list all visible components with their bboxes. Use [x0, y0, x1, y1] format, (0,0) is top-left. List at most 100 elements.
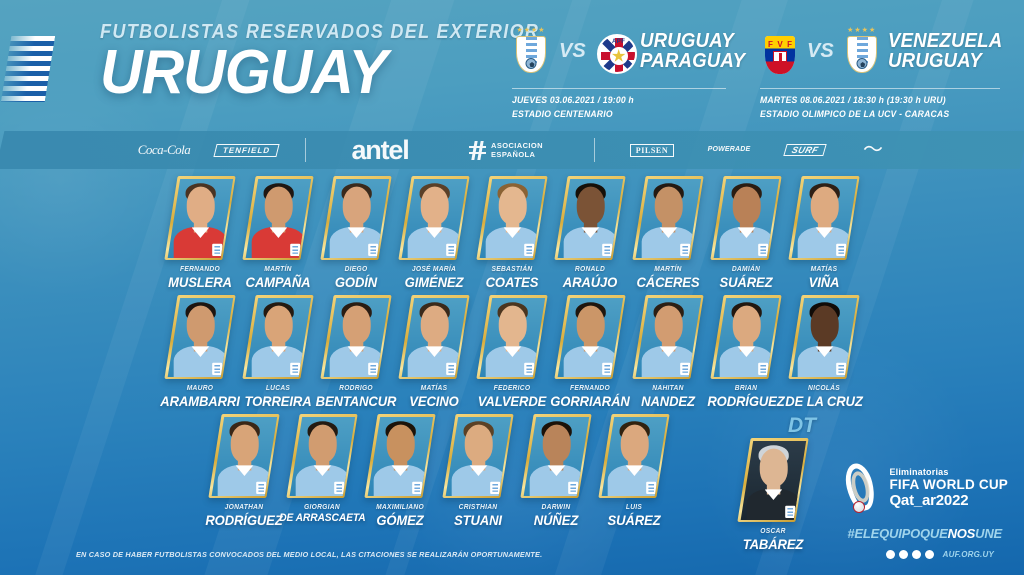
player-first-name: LUIS: [625, 504, 643, 511]
player-portrait-card: [788, 295, 860, 379]
player-card: MAXIMILIANO GÓMEZ: [361, 414, 439, 527]
player-row-2: MAURO ARAMBARRI LUCAS TORREIRA RODRIGO BENTAN…: [0, 295, 1024, 408]
campaign-hashtag: #ELEQUIPOQUENOSUNE: [847, 526, 1002, 541]
player-first-name: DAMIÁN: [731, 266, 761, 273]
player-portrait-card: [208, 414, 280, 498]
player-name: RONALD ARAÚJO: [544, 266, 636, 289]
player-name: MATÍAS VECINO: [388, 385, 480, 408]
player-row-3: JONATHAN RODRÍGUEZ GIORGIAN DE ARRASCAETA MA…: [0, 414, 1024, 551]
powerade-logo-icon: POWER ADE: [691, 146, 767, 154]
player-card: LUIS SUÁREZ: [595, 414, 673, 527]
social-links[interactable]: AUF.ORG.UY: [885, 550, 994, 559]
player-name: MAXIMILIANO GÓMEZ: [354, 504, 446, 527]
player-name: LUIS SUÁREZ: [588, 504, 680, 527]
player-name: JOSÉ MARÍA GIMÉNEZ: [388, 266, 480, 289]
player-first-name: DIEGO: [344, 266, 368, 273]
player-portrait-card: [164, 295, 236, 379]
player-last-name: STUANI: [454, 512, 502, 528]
player-last-name: VIÑA: [808, 274, 840, 290]
player-portrait-card: [710, 176, 782, 260]
player-portrait-card: [520, 414, 592, 498]
player-card: FERNANDO MUSLERA: [161, 176, 239, 289]
auf-url-b: .ORG.UY: [958, 550, 994, 559]
player-card: MATÍAS VIÑA: [785, 176, 863, 289]
player-card: MARTÍN CAMPAÑA: [239, 176, 317, 289]
player-card: RODRIGO BENTANCUR: [316, 295, 396, 408]
player-card: RONALD ARAÚJO: [551, 176, 629, 289]
uruguay-crest-icon: ★★★★: [512, 27, 550, 75]
facebook-icon[interactable]: [885, 550, 895, 559]
player-card: CRISTHIAN STUANI: [439, 414, 517, 527]
player-card: FEDERICO VALVERDE: [473, 295, 551, 408]
powerade-line-2: ADE: [735, 146, 751, 154]
player-card: FERNANDO GORRIARÁN: [550, 295, 630, 408]
player-last-name: CÁCERES: [636, 274, 700, 290]
page-title-block: FUTBOLISTAS RESERVADOS DEL EXTERIOR URUG…: [100, 21, 588, 107]
player-portrait-card: [598, 414, 670, 498]
player-first-name: MARTÍN: [264, 266, 292, 273]
coca-cola-logo-icon: Coca-Cola: [137, 142, 191, 157]
player-grid: FERNANDO MUSLERA MARTÍN CAMPAÑA DIEGO GODÍN JO…: [0, 176, 1024, 557]
hashtag-part-b: QUE: [919, 526, 948, 541]
asociacion-hash-icon: [469, 140, 487, 160]
player-portrait-card: [242, 295, 314, 379]
player-name: NICOLÁS DE LA CRUZ: [778, 385, 870, 408]
player-portrait-card: [364, 414, 436, 498]
player-name: MAURO ARAMBARRI: [154, 385, 246, 408]
page-kicker: FUTBOLISTAS RESERVADOS DEL EXTERIOR: [100, 21, 540, 43]
surf-logo-icon: SURF: [767, 144, 843, 156]
player-last-name: GIMÉNEZ: [404, 274, 464, 290]
player-first-name: MAXIMILIANO: [376, 504, 424, 511]
player-last-name: VECINO: [409, 393, 459, 409]
player-last-name: COATES: [485, 274, 539, 290]
antel-logo-icon: antel: [351, 134, 409, 165]
player-portrait-card: [398, 295, 470, 379]
match-1-divider: [512, 88, 726, 89]
sponsor-divider-2: [594, 138, 595, 162]
match-2-divider: [760, 88, 1000, 89]
player-last-name: ARAÚJO: [562, 274, 618, 290]
match-card-1: ★★★★ VS APF URUGUAY PARAGUAY JUEVES 03.0…: [512, 20, 753, 121]
match-2-datetime: MARTES 08.06.2021 / 18:30 h (19:30 h URU…: [760, 95, 946, 105]
player-last-name: CAMPAÑA: [245, 274, 311, 290]
qatar-2022-emblem-icon: [839, 459, 883, 517]
pilsen-logo-icon: PILSEN: [613, 143, 691, 157]
wc-title: FIFA WORLD CUP: [889, 476, 1008, 492]
player-portrait-card: [737, 438, 809, 522]
sponsor-logos: Coca-Cola TENFIELD antel ASOCIACION ESPA…: [0, 131, 1024, 169]
player-first-name: NICOLÁS: [808, 385, 840, 392]
player-card: NICOLÁS DE LA CRUZ: [785, 295, 863, 408]
player-card: JONATHAN RODRÍGUEZ: [205, 414, 283, 527]
player-first-name: FERNANDO: [180, 266, 220, 273]
auf-url[interactable]: AUF.ORG.UY: [943, 550, 994, 559]
instagram-icon[interactable]: [911, 550, 921, 559]
player-first-name: JONATHAN: [224, 504, 264, 511]
tenfield-logo-icon: TENFIELD: [207, 143, 287, 157]
player-first-name: JOSÉ MARÍA: [411, 266, 457, 273]
player-name: DARWIN NÚÑEZ: [510, 504, 602, 527]
player-name: SEBASTIÁN COATES: [466, 266, 558, 289]
asoc-line-1: ASOCIACION: [491, 140, 543, 150]
asoc-line-2: ESPAÑOLA: [491, 150, 536, 159]
player-portrait-card: [632, 176, 704, 260]
match-1-venue: ESTADIO CENTENARIO: [512, 108, 613, 119]
page-title: URUGUAY: [100, 38, 388, 107]
player-first-name: LUCAS: [265, 385, 291, 392]
player-last-name: DE ARRASCAETA: [279, 512, 366, 524]
twitter-icon[interactable]: [898, 550, 908, 559]
player-first-name: DARWIN: [541, 504, 571, 511]
player-last-name: GÓMEZ: [376, 512, 424, 528]
player-portrait-card: [242, 176, 314, 260]
player-first-name: SEBASTIÁN: [491, 266, 533, 273]
player-card: JOSÉ MARÍA GIMÉNEZ: [395, 176, 473, 289]
player-last-name: RODRÍGUEZ: [707, 393, 785, 409]
player-name: GIORGIAN DE ARRASCAETA: [276, 504, 368, 524]
player-last-name: RODRÍGUEZ: [205, 512, 283, 528]
player-first-name: RODRIGO: [339, 385, 373, 392]
youtube-icon[interactable]: [924, 550, 934, 559]
wc-qatar: Qat_ar2022: [889, 491, 969, 509]
player-first-name: MATÍAS: [420, 385, 448, 392]
player-portrait-card: [554, 295, 626, 379]
player-card: LUCAS TORREIRA: [239, 295, 317, 408]
